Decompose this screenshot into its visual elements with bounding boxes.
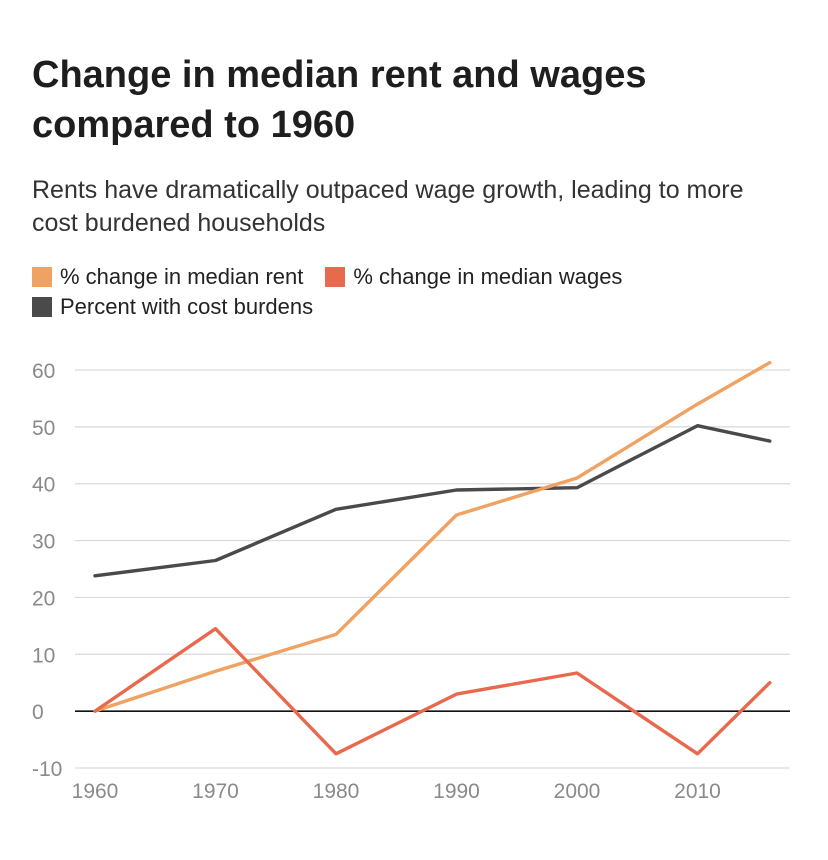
x-tick-label: 2010 bbox=[674, 780, 721, 803]
series-line-change-in-median-rent bbox=[93, 360, 772, 713]
y-tick-label: 30 bbox=[32, 531, 55, 554]
legend-row-2: Percent with cost burdens bbox=[32, 292, 792, 322]
legend-item-burden: Percent with cost burdens bbox=[32, 292, 313, 322]
x-tick-label: 1990 bbox=[433, 780, 480, 803]
y-tick-label: -10 bbox=[32, 758, 62, 781]
series-line-percent-with-cost-burdens bbox=[93, 424, 772, 578]
x-tick-label: 1960 bbox=[72, 780, 119, 803]
y-tick-label: 60 bbox=[32, 360, 55, 383]
y-tick-label: 40 bbox=[32, 474, 55, 497]
x-tick-label: 2000 bbox=[554, 780, 601, 803]
y-tick-label: 0 bbox=[32, 701, 44, 724]
y-tick-label: 20 bbox=[32, 587, 55, 610]
legend-label-rent: % change in median rent bbox=[60, 264, 304, 289]
chart-subtitle: Rents have dramatically outpaced wage gr… bbox=[32, 176, 744, 237]
x-tick-label: 1970 bbox=[192, 780, 239, 803]
legend-label-wages: % change in median wages bbox=[353, 264, 623, 289]
y-tick-label: 50 bbox=[32, 417, 55, 440]
legend-swatch-rent bbox=[32, 267, 52, 287]
legend-swatch-burden bbox=[32, 297, 52, 317]
legend-swatch-wages bbox=[325, 267, 346, 287]
x-tick-label: 1980 bbox=[313, 780, 360, 803]
legend-item-rent: % change in median rent bbox=[32, 262, 303, 292]
legend-item-wages: % change in median wages bbox=[325, 262, 622, 292]
series-line-change-in-median-wages bbox=[93, 627, 772, 756]
legend-label-burden: Percent with cost burdens bbox=[60, 294, 314, 319]
chart-title: Change in median rent and wages compared… bbox=[32, 54, 647, 146]
chart-legend: % change in median rent % change in medi… bbox=[32, 262, 792, 322]
y-tick-label: 10 bbox=[32, 644, 55, 667]
legend-row-1: % change in median rent % change in medi… bbox=[32, 262, 792, 292]
